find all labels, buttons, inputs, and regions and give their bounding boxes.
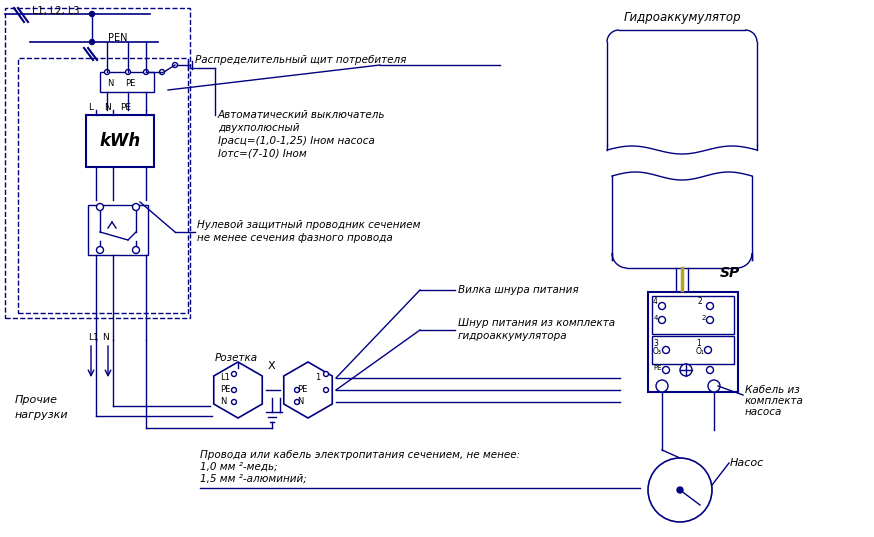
- Bar: [652, 296, 734, 334]
- Circle shape: [680, 364, 692, 376]
- Text: не менее сечения фазного провода: не менее сечения фазного провода: [197, 233, 392, 243]
- Text: нагрузки: нагрузки: [15, 410, 69, 420]
- Text: Распределительный щит потребителя: Распределительный щит потребителя: [195, 55, 406, 65]
- Circle shape: [656, 380, 668, 392]
- Text: L1: L1: [88, 333, 99, 343]
- Text: PE: PE: [297, 386, 308, 395]
- Text: гидроаккумулятора: гидроаккумулятора: [458, 331, 567, 341]
- Circle shape: [295, 400, 300, 404]
- Text: 1,5 мм ²-алюминий;: 1,5 мм ²-алюминий;: [200, 474, 307, 484]
- Text: PEN: PEN: [108, 33, 128, 43]
- Text: 1,0 мм ²-медь;: 1,0 мм ²-медь;: [200, 462, 278, 472]
- Circle shape: [662, 366, 669, 374]
- Circle shape: [295, 388, 300, 393]
- Text: Iрасц=(1,0-1,25) Iном насоса: Iрасц=(1,0-1,25) Iном насоса: [218, 136, 375, 146]
- Circle shape: [172, 62, 177, 68]
- Text: X: X: [268, 361, 275, 371]
- Text: Вилка шнура питания: Вилка шнура питания: [458, 285, 579, 295]
- Text: PE: PE: [653, 365, 662, 371]
- Text: kWh: kWh: [100, 132, 141, 150]
- Text: N: N: [104, 104, 111, 112]
- Text: Кабель из: Кабель из: [745, 385, 800, 395]
- Bar: [100, 72, 154, 92]
- Circle shape: [89, 11, 94, 17]
- Text: 4: 4: [654, 315, 658, 321]
- Bar: [648, 292, 738, 392]
- Circle shape: [706, 366, 713, 374]
- Text: 4: 4: [653, 297, 658, 307]
- Text: L: L: [88, 104, 93, 112]
- Text: комплекта: комплекта: [745, 396, 804, 406]
- Text: 1: 1: [315, 374, 320, 382]
- Text: SP: SP: [720, 266, 740, 280]
- Text: Гидроаккумулятор: Гидроаккумулятор: [623, 11, 741, 25]
- Circle shape: [677, 487, 683, 493]
- Text: N: N: [102, 333, 108, 343]
- Circle shape: [159, 69, 164, 75]
- Text: 2: 2: [702, 315, 706, 321]
- Text: L1, L2, L3: L1, L2, L3: [32, 6, 80, 16]
- Text: N: N: [220, 397, 226, 407]
- Circle shape: [143, 69, 149, 75]
- Text: двухполюсный: двухполюсный: [218, 123, 300, 133]
- Text: Шнур питания из комплекта: Шнур питания из комплекта: [458, 318, 615, 328]
- Circle shape: [706, 302, 713, 309]
- Circle shape: [662, 346, 669, 353]
- Polygon shape: [284, 362, 332, 418]
- Bar: [88, 205, 148, 255]
- Bar: [86, 115, 154, 167]
- Bar: [5, 8, 190, 318]
- Circle shape: [89, 40, 94, 45]
- Circle shape: [706, 316, 713, 323]
- Text: Нулевой защитный проводник сечением: Нулевой защитный проводник сечением: [197, 220, 420, 230]
- Text: 3: 3: [653, 339, 658, 349]
- Text: Розетка: Розетка: [215, 353, 258, 363]
- Text: L1: L1: [220, 374, 230, 382]
- Circle shape: [133, 204, 140, 211]
- Circle shape: [96, 246, 103, 253]
- Circle shape: [648, 458, 712, 522]
- Circle shape: [96, 204, 103, 211]
- Text: PE: PE: [125, 79, 135, 89]
- Text: N: N: [107, 79, 114, 89]
- Circle shape: [704, 346, 711, 353]
- Text: O₁: O₁: [696, 347, 704, 357]
- Text: Автоматический выключатель: Автоматический выключатель: [218, 110, 385, 120]
- Bar: [652, 336, 734, 364]
- Circle shape: [232, 400, 237, 404]
- Text: PE: PE: [120, 104, 131, 112]
- Circle shape: [323, 388, 329, 393]
- Bar: [18, 58, 188, 313]
- Circle shape: [658, 316, 665, 323]
- Text: Провода или кабель электропитания сечением, не менее:: Провода или кабель электропитания сечени…: [200, 450, 520, 460]
- Text: 2: 2: [698, 297, 703, 307]
- Circle shape: [658, 302, 665, 309]
- Text: PE: PE: [220, 386, 231, 395]
- Circle shape: [232, 372, 237, 376]
- Circle shape: [133, 246, 140, 253]
- Circle shape: [126, 69, 130, 75]
- Circle shape: [708, 380, 720, 392]
- Circle shape: [105, 69, 109, 75]
- Text: O₃: O₃: [653, 347, 662, 357]
- Text: насоса: насоса: [745, 407, 782, 417]
- Text: Iотс=(7-10) Iном: Iотс=(7-10) Iном: [218, 149, 307, 159]
- Text: Насос: Насос: [730, 458, 764, 468]
- Text: Прочие: Прочие: [15, 395, 58, 405]
- Circle shape: [232, 388, 237, 393]
- Text: 1: 1: [696, 339, 701, 349]
- Polygon shape: [214, 362, 262, 418]
- Text: N: N: [297, 397, 303, 407]
- Circle shape: [323, 372, 329, 376]
